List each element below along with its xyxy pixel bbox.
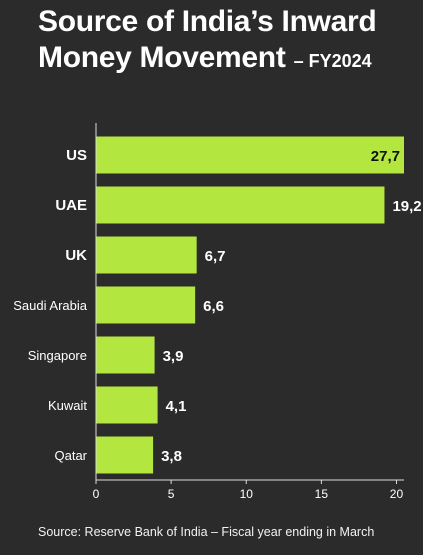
x-tick-label: 15	[315, 487, 329, 501]
value-label: 3,8	[161, 448, 182, 465]
value-label: 6,6	[203, 298, 224, 315]
x-tick-label: 10	[240, 487, 254, 501]
x-tick-label: 0	[93, 487, 100, 501]
category-label: US	[66, 147, 87, 164]
labels-layer: US 27,7 UAE 19,2 UK 6,7 Saudi Arabia 6,6 Singapo…	[13, 147, 421, 465]
category-label: UAE	[55, 197, 87, 214]
x-tick-label: 20	[390, 487, 404, 501]
category-label: Saudi Arabia	[13, 298, 87, 313]
title-line-2: Money Movement	[38, 41, 286, 74]
bar-qatar	[96, 436, 154, 474]
bar-chart: US 27,7 UAE 19,2 UK 6,7 Saudi Arabia 6,6 Singapo…	[13, 123, 422, 501]
x-axis: 0 5 10 15 20	[93, 123, 404, 501]
bar-kuwait	[96, 386, 158, 424]
title-line-1: Source of India’s Inward	[38, 5, 377, 38]
category-label: Qatar	[54, 448, 87, 463]
bars-layer	[96, 136, 404, 474]
source-note: Source: Reserve Bank of India – Fiscal y…	[38, 525, 375, 539]
bar-uk	[96, 236, 197, 274]
value-label: 6,7	[205, 248, 226, 265]
category-label: Singapore	[28, 348, 87, 363]
value-label: 3,9	[163, 348, 184, 365]
bar-uae	[96, 186, 385, 224]
bar-us	[96, 136, 404, 174]
x-tick-label: 5	[168, 487, 175, 501]
value-label: 4,1	[166, 398, 187, 415]
category-label: UK	[65, 247, 87, 264]
value-label: 19,2	[392, 198, 421, 215]
bar-singapore	[96, 336, 155, 374]
chart-title: Source of India’s Inward Money Movement …	[38, 4, 418, 79]
chart-subtitle: – FY2024	[293, 51, 372, 71]
category-label: Kuwait	[48, 398, 87, 413]
bar-saudi-arabia	[96, 286, 196, 324]
value-label: 27,7	[371, 148, 400, 165]
